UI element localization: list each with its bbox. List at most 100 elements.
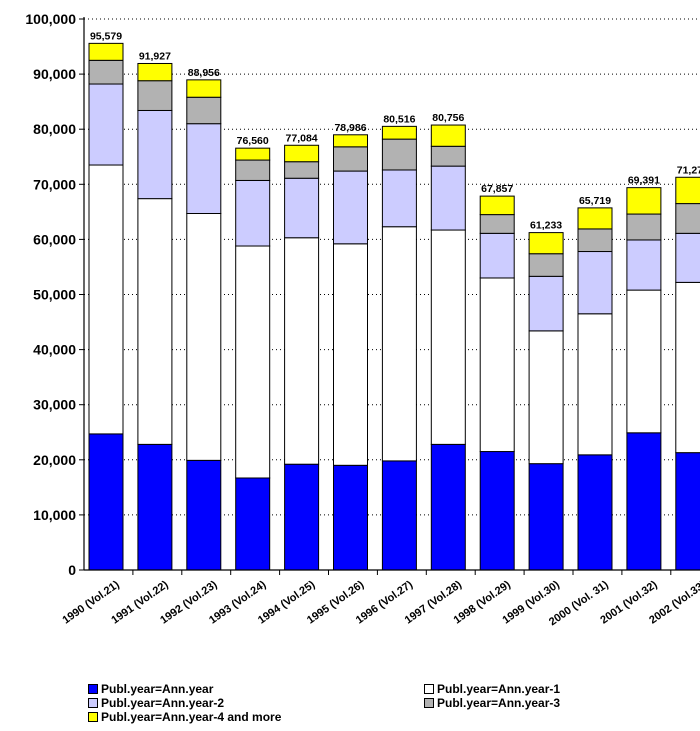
legend-swatch <box>88 684 98 694</box>
bar-segment <box>137 62 173 82</box>
total-labels: 95,579 91,927 88,956 76,560 77,084 78,986 80,5… <box>90 30 700 231</box>
bar-segment <box>88 83 124 166</box>
legend-label: Publ.year=Ann.year-3 <box>437 696 561 710</box>
bar-segment <box>381 460 417 571</box>
stacked-bar-chart: 0 10,000 20,000 30,000 40,000 50,000 60,000 70,… <box>25 11 700 628</box>
bar-segment <box>675 176 700 205</box>
bar-segment <box>186 459 222 571</box>
legend-swatch <box>424 698 434 708</box>
y-tick-label: 30,000 <box>33 397 76 413</box>
bar-segment <box>88 433 124 571</box>
bar-segment <box>577 251 613 315</box>
total-label: 78,986 <box>334 122 366 134</box>
bar-segment <box>333 464 368 571</box>
bar-segment <box>284 177 320 239</box>
bar-segment <box>235 147 271 161</box>
bar-segment <box>88 164 124 435</box>
y-tick-label: 60,000 <box>33 231 76 247</box>
y-axis: 0 10,000 20,000 30,000 40,000 50,000 60,000 70,… <box>25 11 85 578</box>
y-tick-label: 80,000 <box>33 121 76 137</box>
legend-swatch <box>88 698 98 708</box>
bar-segment <box>626 213 662 241</box>
legend-label: Publ.year=Ann.year <box>101 682 214 696</box>
bar-segment <box>333 134 368 148</box>
legend-item-ann-year-4-and-more: Publ.year=Ann.year-4 and more <box>88 710 281 724</box>
bar-segment <box>577 454 613 571</box>
bar-segment <box>333 243 368 466</box>
legend: Publ.year=Ann.year Publ.year=Ann.year-1 … <box>88 682 688 730</box>
bar-segment <box>528 275 564 332</box>
bar-segment <box>284 463 320 571</box>
bar-segment <box>430 145 466 167</box>
total-label: 91,927 <box>139 50 171 62</box>
bar-segment <box>235 245 271 479</box>
bar-segment <box>137 109 173 200</box>
bar-segment <box>186 96 222 125</box>
total-label: 80,516 <box>383 113 415 125</box>
bar-segment <box>235 179 271 247</box>
bar-segment <box>528 463 564 571</box>
y-tick-label: 90,000 <box>33 66 76 82</box>
bar-segment <box>528 232 564 255</box>
y-tick-label: 70,000 <box>33 176 76 192</box>
bar-segment <box>675 232 700 283</box>
y-tick-label: 20,000 <box>33 452 76 468</box>
legend-label: Publ.year=Ann.year-1 <box>437 682 561 696</box>
y-tick-label: 0 <box>68 562 76 578</box>
bar-segment <box>284 237 320 465</box>
bar-segment <box>626 239 662 291</box>
bar-segment <box>137 198 173 445</box>
bar-segment <box>479 277 515 453</box>
bar-segment <box>479 451 515 571</box>
y-tick-label: 10,000 <box>33 507 76 523</box>
bar-segment <box>479 214 515 234</box>
legend-item-ann-year-1: Publ.year=Ann.year-1 <box>424 682 560 696</box>
legend-swatch <box>424 684 434 694</box>
bar-segment <box>284 144 320 163</box>
bar-segment <box>675 452 700 571</box>
y-tick-label: 50,000 <box>33 287 76 303</box>
legend-swatch <box>88 712 98 722</box>
bar-segment <box>235 159 271 181</box>
total-label: 67,857 <box>481 183 513 195</box>
bar-segment <box>381 138 417 171</box>
y-tick-label: 40,000 <box>33 342 76 358</box>
legend-label: Publ.year=Ann.year-2 <box>101 696 225 710</box>
bar-segment <box>479 232 515 279</box>
bars <box>88 42 700 571</box>
bar-segment <box>186 123 222 215</box>
bar-segment <box>430 443 466 571</box>
total-label: 88,956 <box>188 67 220 79</box>
bar-segment <box>528 330 564 465</box>
total-label: 80,756 <box>432 112 464 124</box>
bar-segment <box>626 187 662 215</box>
total-label: 76,560 <box>237 135 269 147</box>
bar-segment <box>381 125 417 140</box>
bar-segment <box>430 124 466 147</box>
bar-segment <box>577 207 613 230</box>
bar-segment <box>430 165 466 231</box>
bar-segment <box>430 229 466 445</box>
bar-segment <box>381 169 417 228</box>
total-label: 95,579 <box>90 30 122 42</box>
bar-segment <box>284 161 320 179</box>
bar-segment <box>577 228 613 253</box>
total-label: 65,719 <box>579 195 611 207</box>
bar-segment <box>333 170 368 245</box>
bar-segment <box>137 443 173 571</box>
bar-segment <box>528 253 564 277</box>
legend-item-ann-year-2: Publ.year=Ann.year-2 <box>88 696 224 710</box>
bar-segment <box>88 42 124 61</box>
total-label: 61,233 <box>530 220 562 232</box>
bar-segment <box>333 146 368 172</box>
bar-segment <box>479 195 515 216</box>
bar-segment <box>186 213 222 461</box>
legend-label: Publ.year=Ann.year-4 and more <box>101 710 282 724</box>
bar-segment <box>675 281 700 454</box>
total-label: 69,391 <box>628 175 660 187</box>
y-tick-label: 100,000 <box>25 11 76 27</box>
bar-segment <box>186 79 222 98</box>
legend-item-ann-year-3: Publ.year=Ann.year-3 <box>424 696 560 710</box>
bar-segment <box>137 80 173 111</box>
bar-segment <box>381 226 417 462</box>
